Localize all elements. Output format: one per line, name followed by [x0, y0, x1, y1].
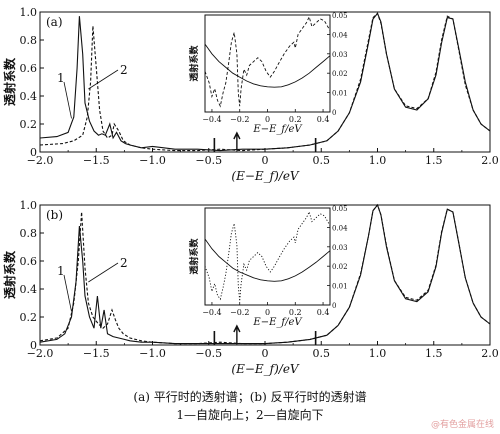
y-tick-label: 0.8 — [20, 227, 38, 240]
figure-caption-line1: (a) 平行时的透射谱；(b) 反平行时的透射谱 — [133, 390, 367, 404]
inset-y-tick-label: 0.04 — [332, 31, 348, 39]
inset-y-tick-label: 0.02 — [332, 70, 348, 78]
inset-y-tick-label: 0.04 — [332, 224, 348, 232]
inset-x-axis-label: E−E_f/eV — [252, 317, 303, 328]
panel-label: (b) — [46, 208, 63, 222]
y-tick-label: 0.4 — [20, 90, 38, 103]
figure-caption-line2: 1—自旋向上；2—自旋向下 — [176, 408, 324, 422]
inset-x-tick-label: −0.4 — [202, 308, 221, 317]
y-tick-label: 0.6 — [20, 62, 38, 75]
y-axis-label: 透射系数 — [2, 250, 17, 299]
inset-y-tick-label: 0.05 — [332, 205, 348, 213]
x-tick-label: −1.0 — [139, 154, 166, 167]
inset-x-tick-label: −0.4 — [202, 115, 221, 124]
inset-y-tick-label: 0.01 — [332, 90, 348, 98]
y-tick-label: 0.2 — [20, 311, 38, 324]
x-tick-label: −1.0 — [139, 347, 166, 360]
x-tick-label: 1.5 — [425, 154, 443, 167]
x-tick-label: 1.0 — [369, 154, 387, 167]
inset-y-tick-label: 0.01 — [332, 283, 348, 291]
x-tick-label: −0.5 — [195, 154, 222, 167]
y-tick-label: 0 — [30, 339, 37, 352]
curve-label-2: 2 — [120, 63, 128, 77]
inset-series-line-1 — [204, 43, 331, 88]
curve-label-2-leader — [88, 262, 119, 283]
x-tick-label: 1.5 — [425, 347, 443, 360]
inset-x-tick-label: 0.4 — [317, 115, 330, 124]
curve-label-1: 1 — [57, 71, 65, 85]
x-tick-label: 2.0 — [481, 154, 499, 167]
inset-frame — [204, 14, 331, 113]
inset-x-axis-label: E−E_f/eV — [252, 124, 303, 135]
inset-x-tick-label: 0.4 — [317, 308, 330, 317]
series-line-2 — [39, 12, 491, 152]
zoom-arrow — [233, 131, 241, 150]
inset-y-tick-label: 0.03 — [332, 244, 348, 252]
curve-label-2: 2 — [120, 256, 128, 270]
curve-label-1-leader — [63, 81, 72, 119]
inset-series-line-2 — [204, 15, 331, 108]
x-tick-label: 0 — [262, 154, 269, 167]
watermark: @有色金属在线 — [430, 420, 494, 430]
inset-x-tick-label: 0 — [265, 308, 270, 317]
inset-series-line-1 — [204, 238, 331, 282]
x-tick-label: −1.5 — [83, 347, 110, 360]
panel-label: (a) — [46, 15, 63, 29]
inset-x-tick-label: −0.2 — [230, 308, 249, 317]
y-tick-label: 0.2 — [20, 118, 38, 131]
x-tick-label: 0.5 — [313, 154, 331, 167]
x-axis-label: (E−E_f)/eV — [231, 362, 300, 376]
y-tick-label: 0.4 — [20, 283, 38, 296]
inset-x-tick-label: 0 — [265, 115, 270, 124]
inset-y-axis-label: 透射系数 — [188, 238, 200, 275]
inset-y-tick-label: 0.02 — [332, 263, 348, 271]
inset-y-tick-label: 0.05 — [332, 12, 348, 20]
inset-x-tick-label: −0.2 — [230, 115, 249, 124]
curve-label-2-leader — [88, 69, 119, 90]
x-tick-label: 1.0 — [369, 347, 387, 360]
curve-label-1: 1 — [57, 264, 65, 278]
x-tick-label: 0.5 — [313, 347, 331, 360]
y-tick-label: 0.6 — [20, 255, 38, 268]
inset-x-tick-label: 0.2 — [289, 115, 302, 124]
x-tick-label: −0.5 — [195, 347, 222, 360]
inset-y-axis-label: 透射系数 — [188, 45, 200, 82]
x-axis-label: (E−E_f)/eV — [231, 169, 300, 183]
x-tick-label: −2.0 — [27, 347, 54, 360]
y-tick-label: 1.0 — [20, 6, 38, 19]
inset-y-tick-label: 0 — [332, 109, 336, 117]
inset-series-line-2 — [204, 210, 331, 302]
x-tick-label: −2.0 — [27, 154, 54, 167]
panel-b: −2.0 −1.5 −1.0 −0.5 0 0.5 1.0 1.5 2.0 0 0.2 0.4 0.6 0… — [2, 199, 499, 376]
inset-x-tick-label: 0.2 — [289, 308, 302, 317]
x-tick-label: 2.0 — [481, 347, 499, 360]
panel-a: −2.0 −1.5 −1.0 −0.5 0 0.5 1.0 1.5 2.0 0 0.2 0.4 0.6 0… — [2, 6, 499, 183]
y-axis-label: 透射系数 — [2, 57, 17, 106]
y-tick-label: 0 — [30, 146, 37, 159]
x-tick-label: 0 — [262, 347, 269, 360]
zoom-arrow — [233, 324, 241, 343]
series-line-1 — [39, 12, 491, 152]
inset-y-tick-label: 0.03 — [332, 51, 348, 59]
series-line-2 — [39, 203, 491, 345]
y-tick-label: 1.0 — [20, 199, 38, 212]
x-tick-label: −1.5 — [83, 154, 110, 167]
y-tick-label: 0.8 — [20, 34, 38, 47]
inset-frame — [204, 207, 331, 306]
inset-y-tick-label: 0 — [332, 302, 336, 310]
curve-label-1-leader — [63, 274, 72, 312]
